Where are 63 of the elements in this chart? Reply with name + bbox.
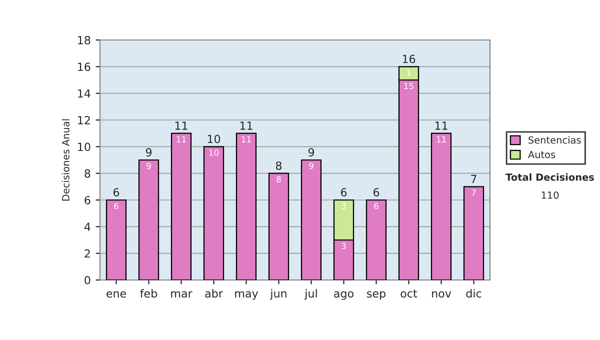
x-tick-label: abr [205,289,223,298]
x-tick-label: ago [334,291,354,300]
bar [203,146,224,280]
text: Total Decisiones [506,173,594,181]
y-tick-label: 12 [78,116,90,124]
total-label: 6 [373,188,380,197]
data-label: 11 [242,136,251,142]
y-tick-label: 8 [84,169,90,178]
x-tick-label: jul [304,289,317,300]
data-label: 8 [276,176,281,182]
data-label: 11 [176,136,186,142]
bar [430,132,452,280]
x-tick-label: feb [140,289,158,298]
bar [366,199,387,280]
y-tick-label: 2 [84,249,90,258]
y-axis-title: Decisiones Anual [62,119,70,201]
x-tick-label: nov [432,291,452,298]
x-tick-label: jun [270,289,286,300]
y-tick-label: 6 [84,196,90,204]
y-tick-label: 18 [78,36,90,44]
total-label: 9 [146,148,152,157]
data-label: 9 [146,162,151,170]
total-label: 11 [435,122,448,130]
bar [463,186,484,280]
x-tick-label: ene [106,291,126,298]
bar [268,172,290,280]
text: 110 [542,191,559,199]
y-tick-label: 14 [78,89,90,98]
x-tick-label: mar [171,291,192,298]
x-tick-label: dic [466,289,482,298]
bar [236,132,257,280]
data-label: 6 [114,202,118,210]
data-label: 3 [342,202,346,210]
data-label: 1 [407,70,411,76]
y-tick-label: 10 [78,142,90,152]
y-tick-label: 16 [78,62,90,72]
data-label: 15 [404,82,414,90]
x-tick-label: sep [367,291,386,300]
bar [106,199,127,280]
total-label: 11 [240,122,252,130]
total-label: 11 [175,122,188,130]
bar [170,132,192,280]
data-label: 10 [209,149,218,156]
data-label: 11 [436,136,446,142]
total-label: 9 [308,148,314,157]
total-label: 10 [208,134,220,144]
legend-label: Autos [528,151,556,158]
bar [138,159,160,280]
x-tick-label: may [235,291,258,300]
total-label: 8 [276,161,282,170]
bar [300,159,322,280]
y-tick-label: 0 [84,276,90,284]
legend-label: Sentencias [528,136,581,144]
x-tick-label: oct [400,290,418,298]
data-label: 7 [472,190,476,196]
y-tick-label: 4 [84,222,90,231]
data-label: 3 [342,242,346,250]
data-label: 6 [374,202,378,210]
total-label: 6 [340,188,347,197]
data-label: 9 [309,162,314,170]
total-label: 6 [113,188,120,197]
total-label: 16 [402,54,416,64]
total-label: 7 [471,174,476,184]
